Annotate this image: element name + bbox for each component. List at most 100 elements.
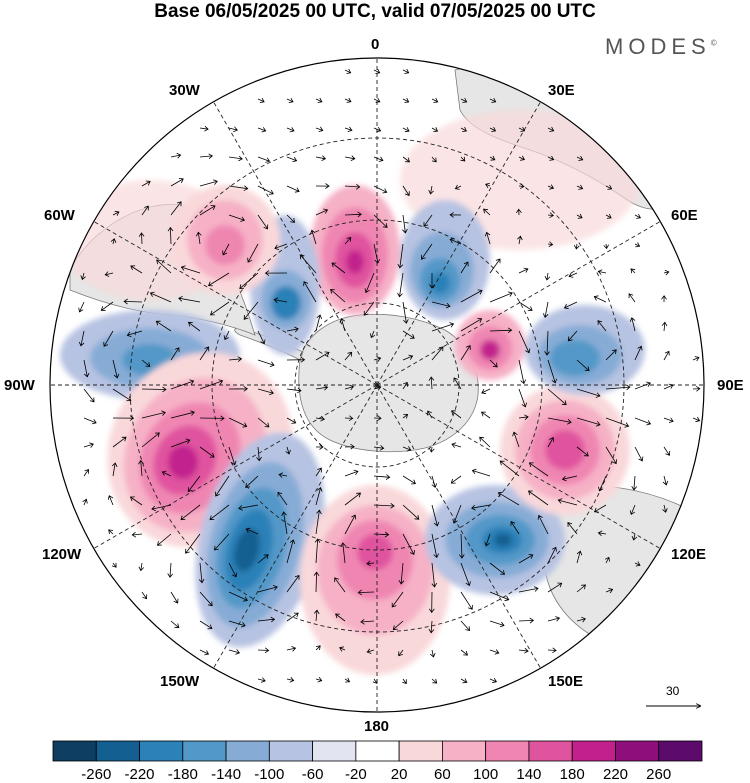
wind-arrow xyxy=(518,301,533,311)
wind-arrow xyxy=(104,271,114,277)
wind-arrow xyxy=(547,436,555,448)
wind-arrow xyxy=(228,385,248,392)
wind-arrow xyxy=(228,417,248,428)
wind-arrow xyxy=(567,330,578,342)
wind-arrow xyxy=(593,504,607,513)
wind-arrow xyxy=(199,205,216,216)
wind-arrow xyxy=(257,127,267,133)
wind-arrow xyxy=(450,475,462,484)
wind-arrow xyxy=(518,359,526,385)
wind-arrow xyxy=(112,359,120,379)
wind-arrow xyxy=(228,155,243,162)
wind-arrow xyxy=(402,475,416,485)
wind-arrow xyxy=(631,475,638,491)
wind-arrow xyxy=(314,538,321,564)
wind-arrow xyxy=(170,438,191,448)
wind-arrow xyxy=(597,320,607,332)
wind-arrow xyxy=(605,588,614,594)
wind-arrow xyxy=(489,620,505,628)
colorbar-cell xyxy=(268,740,313,762)
anomaly-pink-ne-small xyxy=(455,310,525,380)
wind-arrow xyxy=(631,533,638,541)
wind-arrow xyxy=(315,208,329,216)
wind-arrow xyxy=(167,226,174,245)
wind-arrow xyxy=(344,236,352,245)
wind-arrow xyxy=(547,126,555,132)
meridian-line xyxy=(213,101,378,386)
wind-arrow xyxy=(315,487,323,506)
wind-arrow xyxy=(629,317,636,332)
colorbar-tick-label: -60 xyxy=(301,766,324,783)
wind-arrow xyxy=(460,678,468,684)
wind-arrow xyxy=(605,349,617,361)
wind-arrow xyxy=(605,417,630,428)
wind-arrow xyxy=(402,678,407,685)
wind-arrow xyxy=(228,591,248,602)
wind-arrow xyxy=(428,446,435,453)
wind-arrow xyxy=(373,474,391,480)
wind-arrow xyxy=(228,446,237,466)
wind-arrow xyxy=(344,68,352,74)
wind-arrow xyxy=(228,126,238,133)
wind-arrow xyxy=(547,616,561,622)
wind-arrow xyxy=(344,514,357,535)
wind-arrow xyxy=(629,504,636,516)
wind-arrow xyxy=(576,388,601,398)
wind-arrow xyxy=(156,259,172,274)
wind-arrow xyxy=(180,265,201,274)
wind-arrow xyxy=(634,446,644,462)
wind-arrow xyxy=(373,214,388,228)
wind-arrow xyxy=(460,97,468,103)
wind-arrow xyxy=(547,417,572,425)
wind-arrow xyxy=(286,539,296,564)
latitude-circle xyxy=(294,302,460,468)
wind-arrow xyxy=(170,347,180,361)
wind-arrow xyxy=(247,243,259,263)
chart-title: Base 06/05/2025 00 UTC, valid 07/05/2025… xyxy=(154,1,596,22)
wind-arrow xyxy=(628,293,636,303)
wind-arrow xyxy=(107,495,114,506)
wind-arrow xyxy=(141,410,166,419)
wind-arrow xyxy=(430,649,436,658)
wind-arrow xyxy=(402,533,415,556)
colorbar-cell xyxy=(312,740,357,762)
wind-arrow xyxy=(363,301,375,316)
wind-arrow xyxy=(402,127,410,133)
wind-arrow xyxy=(180,504,201,521)
wind-arrow xyxy=(243,301,259,320)
wind-arrow xyxy=(214,533,230,551)
wind-arrow xyxy=(489,291,513,303)
meridian-line xyxy=(213,384,378,669)
wind-arrow xyxy=(518,414,529,420)
wind-arrow xyxy=(78,330,85,347)
wind-arrow xyxy=(344,155,356,161)
wind-arrow xyxy=(112,210,120,216)
wind-arrow xyxy=(138,459,144,477)
wind-arrow xyxy=(334,577,346,593)
wind-arrow xyxy=(605,384,631,391)
wind-arrow xyxy=(187,321,201,332)
wind-arrow xyxy=(339,317,346,332)
wind-arrow xyxy=(315,351,330,361)
wind-arrow xyxy=(209,301,230,316)
wind-arrow xyxy=(518,183,525,190)
wind-arrow xyxy=(141,591,148,600)
wind-arrow xyxy=(344,97,352,103)
wind-arrow xyxy=(402,504,420,520)
wind-arrow xyxy=(344,351,353,361)
wind-arrow xyxy=(286,214,295,223)
wind-arrow xyxy=(479,436,491,448)
wind-arrow xyxy=(198,562,205,584)
wind-arrow xyxy=(170,379,195,390)
wind-arrow xyxy=(497,491,520,506)
wind-arrow xyxy=(460,649,469,656)
wind-arrow xyxy=(452,504,462,524)
vector-scale-label: 30 xyxy=(666,684,680,698)
colorbar-tick-label: -180 xyxy=(167,766,198,783)
wind-arrow xyxy=(576,584,587,593)
wind-arrow xyxy=(80,272,86,281)
wind-arrow xyxy=(257,647,270,654)
wind-arrow xyxy=(373,126,382,133)
wind-arrow xyxy=(199,591,213,607)
wind-arrow xyxy=(185,533,201,554)
